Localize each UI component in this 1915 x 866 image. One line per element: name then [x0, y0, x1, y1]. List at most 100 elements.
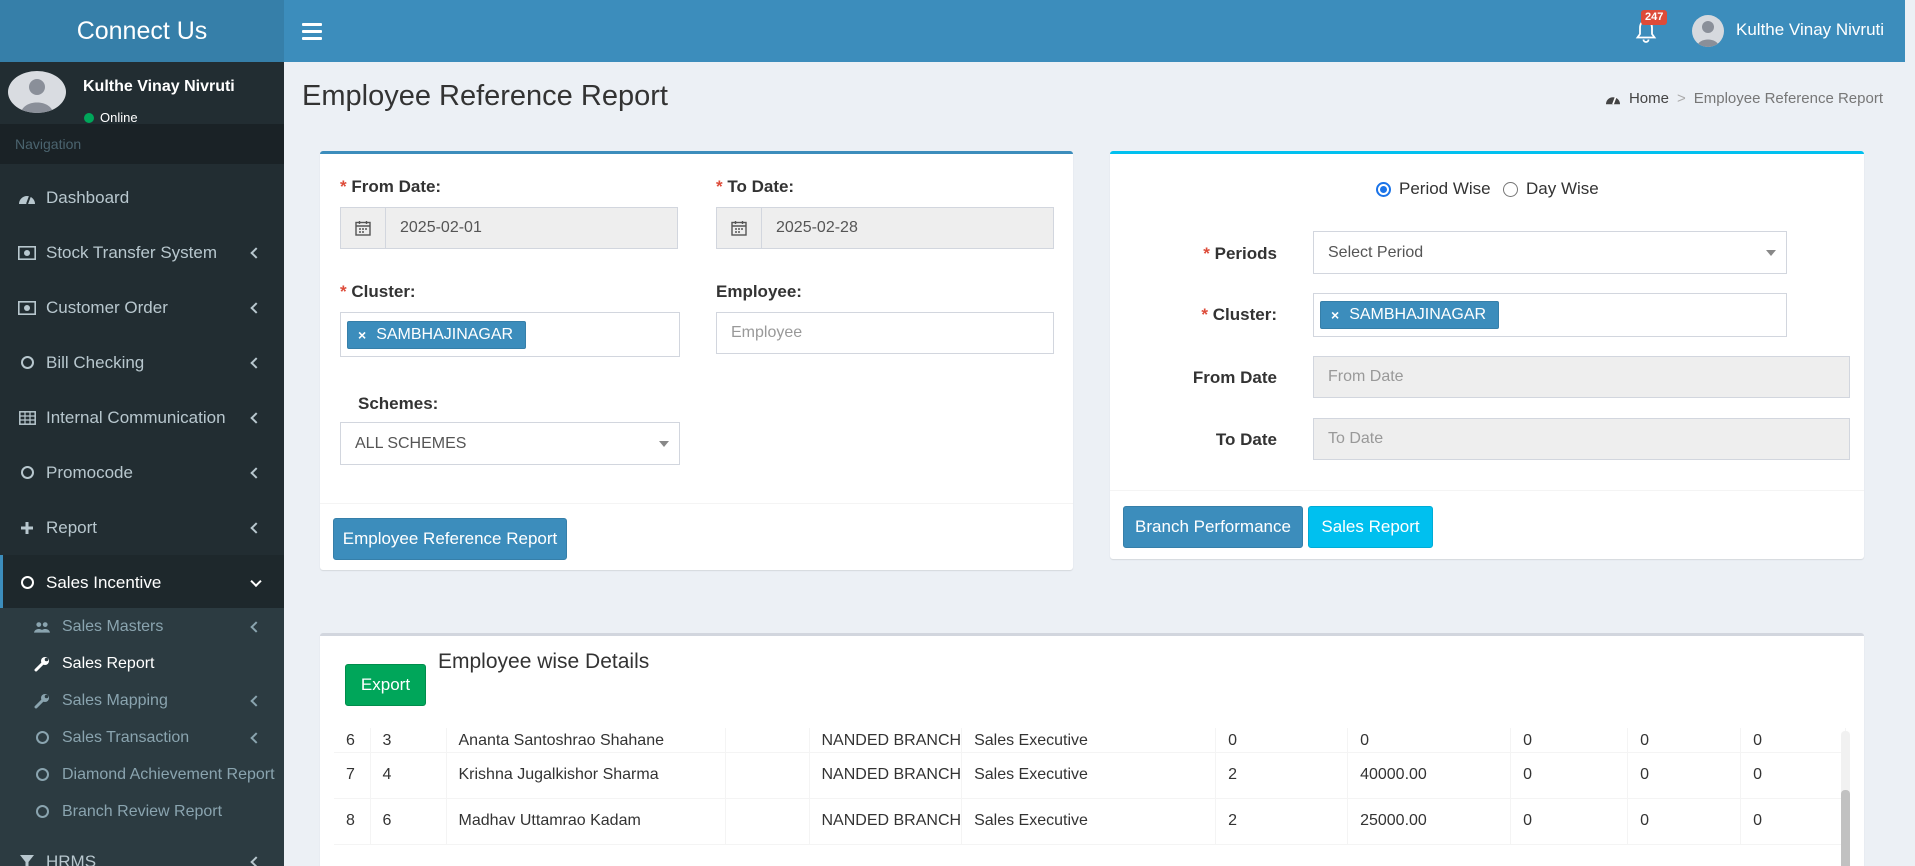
calendar-icon[interactable] [340, 207, 386, 249]
table-cell: 0 [1510, 752, 1629, 799]
sidebar-user-name: Kulthe Vinay Nivruti [83, 78, 235, 95]
from-date-label: From Date [1192, 368, 1277, 387]
table-cell: 4 [370, 752, 447, 799]
submenu-item-label: Diamond Achievement Report [62, 765, 275, 783]
table-cell: Sales Executive [961, 798, 1217, 845]
cluster-tag[interactable]: × SAMBHAJINAGAR [347, 320, 527, 349]
export-button[interactable]: Export [345, 664, 426, 706]
users-icon [34, 619, 50, 635]
table-cell: 0 [1740, 798, 1846, 845]
caret-down-icon [659, 441, 669, 447]
submenu-item-sales-mapping[interactable]: Sales Mapping [0, 682, 284, 719]
sales-incentive-submenu: Sales Masters Sales Report Sales Mapping… [0, 608, 284, 866]
sidebar-item-label: Stock Transfer System [46, 242, 217, 262]
radio-unchecked-icon[interactable] [1503, 181, 1518, 197]
cluster-label: * Cluster: [340, 282, 416, 301]
periods-label: * Periods [1203, 244, 1277, 263]
submenu-item-sales-transaction[interactable]: Sales Transaction [0, 719, 284, 756]
cluster-tag[interactable]: × SAMBHAJINAGAR [1320, 301, 1500, 329]
submenu-item-branch-review[interactable]: Branch Review Report [0, 793, 284, 830]
remove-tag-icon[interactable]: × [358, 326, 367, 343]
user-avatar[interactable] [1692, 15, 1724, 47]
to-date-input[interactable]: 2025-02-28 [761, 207, 1054, 249]
app-logo[interactable]: Connect Us [0, 0, 284, 62]
sidebar-toggle-icon[interactable] [302, 18, 322, 44]
table-cell: Sales Executive [961, 752, 1217, 799]
sidebar-item-label: Promocode [46, 462, 133, 482]
table-icon [18, 409, 36, 427]
employee-reference-form: * From Date: 2025-02-01 * To Date: 2025-… [320, 151, 1073, 570]
sidebar-item-report[interactable]: Report [0, 500, 284, 555]
table-cell: NANDED BRANCH [809, 728, 963, 753]
submenu-item-diamond-achievement[interactable]: Diamond Achievement Report [0, 756, 284, 793]
table-cell: 6 [370, 798, 447, 845]
sales-report-button[interactable]: Sales Report [1308, 506, 1433, 548]
table-cell: Ananta Santoshrao Shahane [446, 728, 726, 753]
table-cell [725, 752, 810, 799]
circle-icon [34, 730, 50, 746]
cluster-multiselect[interactable]: × SAMBHAJINAGAR [1313, 293, 1787, 337]
user-panel: Kulthe Vinay Nivruti Online [0, 62, 284, 125]
sidebar-item-customer-order[interactable]: Customer Order [0, 280, 284, 335]
table-row: 6 3 Ananta Santoshrao Shahane NANDED BRANCH… [334, 728, 1846, 753]
sidebar-item-hrms[interactable]: HRMS [0, 834, 284, 866]
sidebar-item-bill-checking[interactable]: Bill Checking [0, 335, 284, 390]
remove-tag-icon[interactable]: × [1331, 307, 1340, 323]
cluster-multiselect[interactable]: × SAMBHAJINAGAR [340, 312, 680, 357]
to-date-label: To Date [1215, 430, 1277, 449]
radio-day-wise[interactable]: Day Wise [1503, 179, 1599, 199]
table-cell: 0 [1627, 752, 1742, 799]
sidebar-item-label: Dashboard [46, 187, 130, 207]
schemes-select[interactable]: ALL SCHEMES [340, 422, 680, 465]
table-cell: 0 [1627, 728, 1742, 753]
money-icon [18, 299, 36, 317]
branch-performance-button[interactable]: Branch Performance [1123, 506, 1303, 548]
schemes-label: Schemes: [358, 394, 439, 413]
table-cell: 0 [1627, 798, 1742, 845]
breadcrumb: Home > Employee Reference Report [1605, 90, 1883, 107]
table-scrollbar-thumb[interactable] [1841, 790, 1850, 866]
sidebar-item-promocode[interactable]: Promocode [0, 445, 284, 500]
sidebar-item-stock-transfer[interactable]: Stock Transfer System [0, 225, 284, 280]
submenu-item-sales-masters[interactable]: Sales Masters [0, 608, 284, 645]
chevron-left-icon [250, 356, 262, 369]
from-date-input[interactable]: 2025-02-01 [385, 207, 678, 249]
table-row: 7 4 Krishna Jugalkishor Sharma NANDED BRANC… [334, 752, 1846, 799]
circle-icon [34, 804, 50, 820]
dashboard-icon [1605, 96, 1620, 105]
breadcrumb-home[interactable]: Home [1628, 90, 1669, 107]
chevron-left-icon [250, 411, 262, 424]
sidebar-item-dashboard[interactable]: Dashboard [0, 170, 284, 225]
table-cell [725, 798, 810, 845]
online-status-icon [84, 112, 94, 123]
submenu-item-sales-report[interactable]: Sales Report [0, 645, 284, 682]
radio-checked-icon[interactable] [1376, 181, 1391, 197]
chevron-left-icon [250, 521, 262, 534]
table-cell: Krishna Jugalkishor Sharma [446, 752, 726, 799]
sidebar-item-label: Sales Incentive [46, 572, 162, 592]
employee-details-panel: Export Employee wise Details 6 3 Ananta Sa… [320, 633, 1864, 866]
employee-reference-report-button[interactable]: Employee Reference Report [333, 518, 567, 560]
chevron-down-icon [250, 575, 262, 587]
user-menu-name[interactable]: Kulthe Vinay Nivruti [1736, 20, 1885, 39]
to-date-input[interactable]: To Date [1313, 418, 1850, 460]
sidebar-item-sales-incentive[interactable]: Sales Incentive [0, 555, 284, 610]
user-status-label: Online [100, 110, 138, 125]
from-date-input[interactable]: From Date [1313, 356, 1850, 398]
table-cell: 0 [1740, 728, 1846, 753]
chevron-left-icon [250, 855, 262, 866]
circle-icon [34, 767, 50, 783]
sidebar-item-label: Internal Communication [46, 407, 226, 427]
wrench-icon [34, 693, 50, 709]
table-cell: 25000.00 [1347, 798, 1512, 845]
periods-select[interactable]: Select Period [1313, 231, 1787, 274]
submenu-item-label: Sales Transaction [62, 728, 190, 746]
notification-badge: 247 [1641, 10, 1668, 25]
calendar-icon[interactable] [716, 207, 762, 249]
plus-icon [18, 519, 36, 537]
employee-input[interactable]: Employee [716, 312, 1054, 354]
sidebar-item-label: Bill Checking [46, 352, 145, 372]
wrench-icon [34, 656, 50, 672]
sidebar-item-internal-communication[interactable]: Internal Communication [0, 390, 284, 445]
radio-period-wise[interactable]: Period Wise [1376, 179, 1491, 199]
